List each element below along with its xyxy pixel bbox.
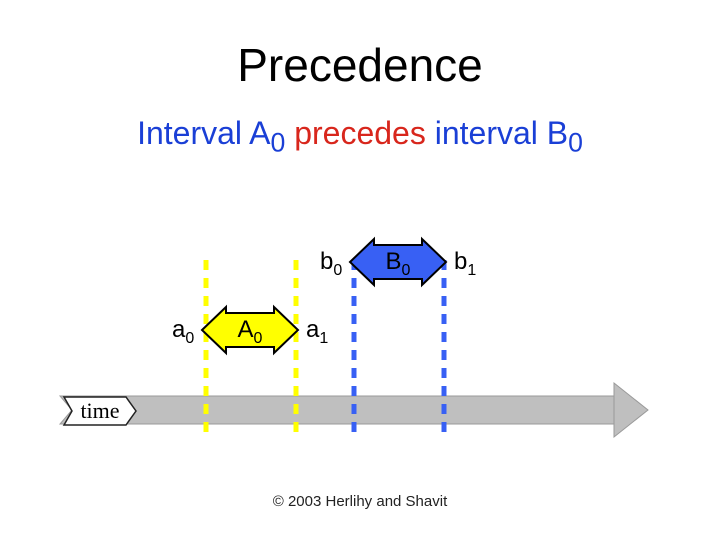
- time-label-text: time: [80, 398, 119, 423]
- subtitle-part: 0: [270, 127, 285, 157]
- interval-label-A0: A0: [238, 316, 263, 348]
- interval-right-A0: a1: [306, 316, 328, 348]
- slide-title: Precedence: [0, 38, 720, 92]
- interval-left-B0-main: b: [320, 248, 333, 275]
- interval-right-A0-main: a: [306, 316, 319, 343]
- interval-label-B0-main: B: [386, 248, 402, 275]
- interval-left-A0: a0: [172, 316, 194, 348]
- precedence-diagram: time A0a0a1B0b0b1: [0, 200, 720, 460]
- interval-right-B0-sub: 1: [467, 262, 476, 279]
- interval-left-A0-main: a: [172, 316, 185, 343]
- subtitle-part: precedes: [285, 115, 434, 151]
- interval-label-A0-sub: 0: [254, 330, 263, 347]
- subtitle-part: interval B: [435, 115, 568, 151]
- interval-label-A0-main: A: [238, 316, 254, 343]
- timeline-body: [60, 396, 614, 424]
- interval-left-B0-sub: 0: [333, 262, 342, 279]
- interval-right-A0-sub: 1: [319, 330, 328, 347]
- subtitle-part: 0: [568, 127, 583, 157]
- interval-label-B0: B0: [386, 248, 411, 280]
- interval-left-B0: b0: [320, 248, 342, 280]
- interval-right-B0: b1: [454, 248, 476, 280]
- diagram-svg: time: [0, 200, 720, 460]
- slide-subtitle: Interval A0 precedes interval B0: [0, 115, 720, 158]
- interval-label-B0-sub: 0: [402, 262, 411, 279]
- interval-left-A0-sub: 0: [185, 330, 194, 347]
- subtitle-part: Interval A: [137, 115, 270, 151]
- copyright-line: © 2003 Herlihy and Shavit: [0, 493, 720, 510]
- interval-right-B0-main: b: [454, 248, 467, 275]
- timeline-arrowhead: [614, 383, 648, 437]
